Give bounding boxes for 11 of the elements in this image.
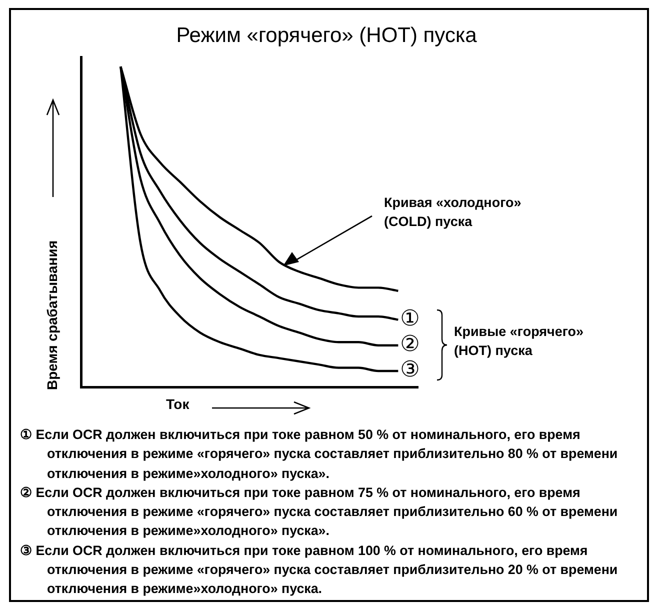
x-axis-title: Ток (166, 396, 190, 412)
series-label: ② (400, 332, 420, 358)
text: ③ Если OCR должен включиться при токе равном 100 % от номинального, его время отключения в режиме «горячего» пуска составляет приблизительно 20 % от времени отключения в режиме»холодного» пуска. (20, 542, 619, 598)
chart-title: Режим «горячего» (HOT) пуска (175, 24, 478, 48)
text: ② Если OCR должен включиться при токе равном 75 % от номинального, его время отключения в режиме «горячего» пуска составляет приблизительно 60 % от времени отключения в режиме»холодного» пуска». (20, 484, 619, 540)
series-label: ① (400, 306, 420, 332)
series-label: ③ (400, 358, 420, 383)
annotation: Кривая «холодного» (COLD) пуска (384, 194, 522, 231)
text: ① Если OCR должен включиться при токе равном 50 % от номинального, его время отключения в режиме «горячего» пуска составляет приблизительно 80 % от времени отключения в режиме»холодного» пуска». (20, 426, 619, 483)
text: Кривые «горячего» (HOT) пуска (454, 323, 585, 360)
y-axis-title: Время срабатывания (44, 240, 60, 390)
